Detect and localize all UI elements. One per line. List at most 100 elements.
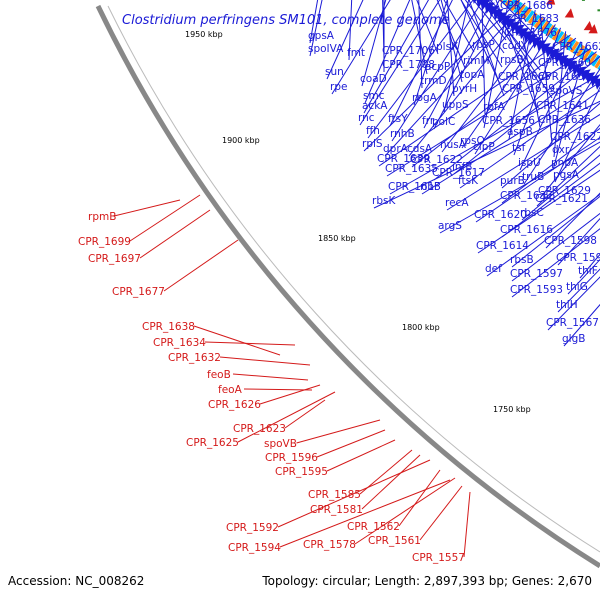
- forward-gene-label: CPR_1706: [382, 45, 435, 57]
- forward-gene-label: ackA: [362, 100, 388, 112]
- reverse-gene-label: CPR_1585: [308, 489, 361, 501]
- forward-gene-label: CPR_1598: [544, 235, 597, 247]
- forward-gene-label: CPR_1650: [538, 71, 591, 83]
- reverse-gene-label: feoA: [218, 384, 243, 396]
- kbp-label: 1800 kbp: [402, 323, 440, 332]
- forward-gene-label: def: [485, 263, 502, 275]
- forward-gene-label: ffh: [366, 125, 380, 137]
- feature-segment: [588, 52, 598, 65]
- forward-gene-label: rpsB: [500, 54, 524, 66]
- forward-gene-label: spoVS: [550, 85, 583, 97]
- forward-gene-label: gpsA: [308, 30, 335, 42]
- callout-line: [139, 209, 211, 259]
- forward-gene-label: CPR_1590: [556, 252, 600, 264]
- genome-title: Clostridium perfringens SM101, complete …: [122, 13, 450, 28]
- callout-line: [501, 162, 600, 238]
- reverse-gene-arrow: [583, 20, 593, 31]
- reverse-gene-label: CPR_1626: [208, 399, 261, 411]
- forward-gene-label: rbsK: [372, 195, 396, 207]
- callout-line: [279, 479, 451, 548]
- kbp-label: 1900 kbp: [222, 136, 260, 145]
- callout-line: [482, 0, 541, 71]
- callout-line: [421, 81, 600, 195]
- kbp-label: 1750 kbp: [493, 405, 531, 414]
- callout-line: [419, 485, 463, 541]
- forward-gene-label: CPR_1662: [552, 41, 600, 53]
- forward-gene-label: CPR_1636: [538, 114, 591, 126]
- forward-gene-label: CPR_1621: [535, 193, 588, 205]
- callout-line: [519, 41, 582, 171]
- reverse-gene-label: CPR_1594: [228, 542, 281, 554]
- callout-line: [443, 0, 470, 113]
- callout-line: [567, 258, 600, 295]
- forward-gene-label: infB: [452, 161, 472, 173]
- forward-gene-label: CPR_1567: [546, 317, 599, 329]
- callout-line: [359, 0, 441, 126]
- forward-gene-label: smc: [363, 90, 385, 102]
- forward-gene-label: rbfA: [483, 101, 506, 113]
- callout-line: [309, 0, 323, 57]
- callout-line: [237, 391, 336, 443]
- reverse-gene-arrow: [564, 8, 574, 18]
- callout-line: [511, 212, 600, 282]
- reverse-gene-label: CPR_1561: [368, 535, 421, 547]
- forward-gene-label: fmt: [347, 47, 365, 59]
- callout-line: [232, 373, 309, 381]
- callout-line: [460, 0, 501, 85]
- accession-text: Accession: NC_008262: [8, 574, 144, 588]
- kbp-scale: 1950 kbp 1900 kbp 1850 kbp 1800 kbp 1750 kbp: [185, 30, 531, 414]
- callout-line: [433, 0, 500, 130]
- callout-line: [163, 239, 239, 292]
- callout-line: [129, 194, 201, 242]
- callout-line: [539, 13, 553, 145]
- feature-segment: [569, 41, 580, 53]
- callout-line: [382, 0, 385, 59]
- forward-gene-label: ribF: [420, 181, 440, 193]
- reverse-gene-label: CPR_1697: [88, 253, 141, 265]
- forward-gene-label: aspB: [507, 126, 533, 138]
- forward-gene-label: recA: [445, 197, 469, 209]
- forward-gene-label: pyrH: [452, 83, 477, 95]
- forward-gene-label: CPR_1635: [385, 163, 438, 175]
- callout-line: [557, 217, 600, 266]
- callout-line: [563, 303, 600, 347]
- forward-gene-label: truB: [522, 171, 544, 183]
- forward-gene-label: CPR_1683: [506, 13, 559, 25]
- forward-gene-label: CPR_1617: [432, 167, 485, 179]
- forward-gene-label: thiF: [578, 265, 598, 277]
- reverse-gene-label: CPR_1638: [142, 321, 195, 333]
- callout-line: [511, 195, 600, 268]
- feature-segment: [524, 10, 535, 22]
- reverse-gene-label: CPR_1581: [310, 504, 363, 516]
- callout-line: [523, 68, 600, 185]
- genome-backbone-inner: [107, 5, 600, 553]
- reverse-gene-label: CPR_1677: [112, 286, 165, 298]
- callout-line: [483, 0, 510, 129]
- forward-gene-label: purB: [500, 175, 525, 187]
- genome-summary: Topology: circular; Length: 2,897,393 bp…: [261, 574, 592, 588]
- callout-line: [464, 0, 505, 54]
- callout-line: [389, 0, 453, 127]
- feature-segment: [510, 0, 521, 12]
- forward-gene-label: CPR_1620: [474, 209, 527, 221]
- forward-gene-label: CPR_1641: [536, 100, 589, 112]
- feature-segment: [542, 22, 553, 35]
- callout-line: [472, 0, 507, 41]
- callout-line: [418, 0, 423, 89]
- callout-line: [204, 341, 296, 346]
- reverse-gene-label: CPR_1623: [233, 423, 286, 435]
- feature-segment: [522, 8, 532, 20]
- callout-line: [536, 145, 600, 207]
- callout-line: [557, 268, 600, 313]
- callout-line: [468, 0, 505, 97]
- forward-callout-lines: [309, 0, 600, 347]
- callout-line: [433, 51, 597, 181]
- reverse-gene-arrow: [588, 24, 598, 34]
- forward-gene-label: rpsO: [460, 135, 485, 147]
- callout-line: [378, 34, 572, 167]
- forward-gene-label: cdsA: [407, 143, 433, 155]
- callout-line: [511, 228, 600, 298]
- forward-gene-label: CPR_1616: [500, 224, 553, 236]
